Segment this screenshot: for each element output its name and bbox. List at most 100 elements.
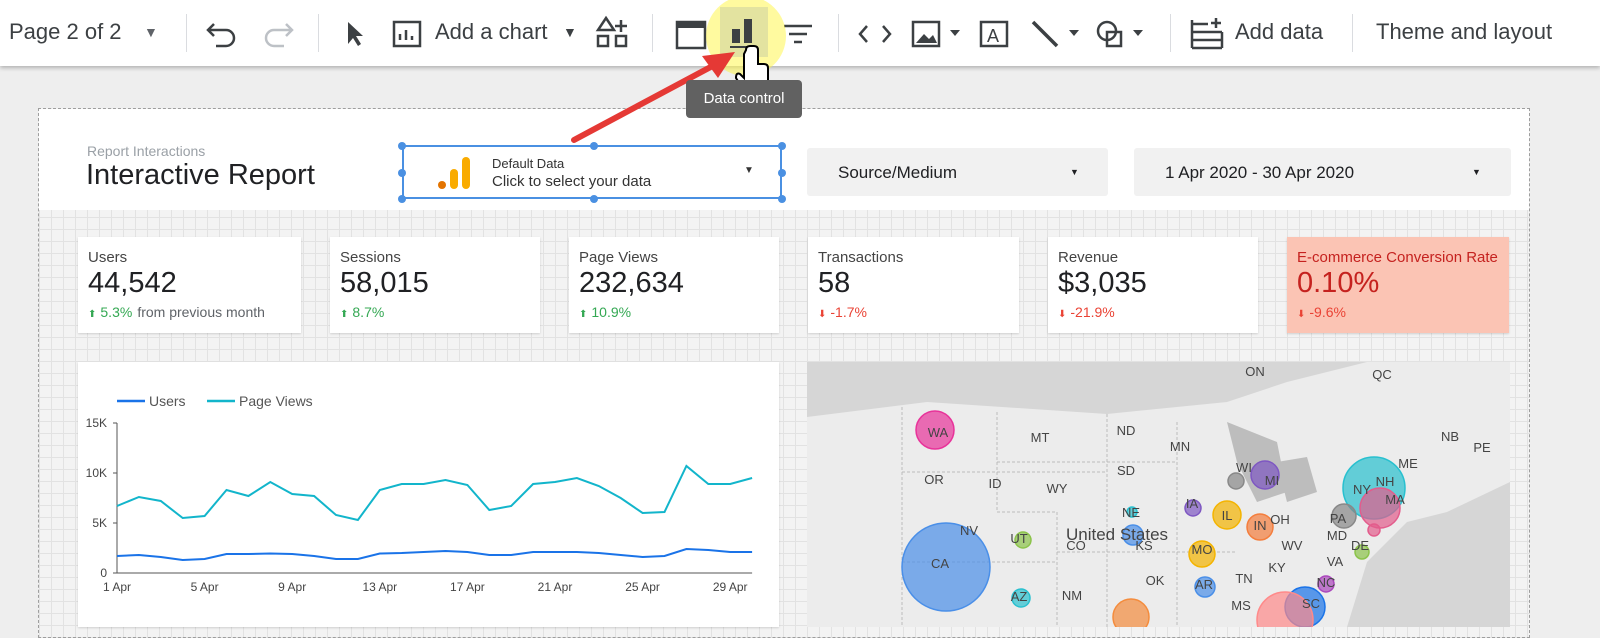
add-chart-button[interactable]: Add a chart <box>435 19 548 44</box>
delta-value: -1.7% <box>830 304 867 320</box>
scorecard: Transactions 58 ⬇ -1.7% <box>808 237 1019 333</box>
map-label: OH <box>1270 512 1290 527</box>
data-source-hint: Click to select your data <box>492 173 652 190</box>
map-label: PA <box>1330 511 1347 526</box>
map-label: MO <box>1192 542 1213 557</box>
map-bubble <box>1227 472 1245 490</box>
report-subtitle: Report Interactions <box>87 143 206 159</box>
map-bubble <box>1331 503 1357 529</box>
separator <box>1170 14 1171 52</box>
scorecard: Sessions 58,015 ⬆ 8.7% <box>330 237 540 333</box>
map-label: ME <box>1398 456 1418 471</box>
x-tick-label: 5 Apr <box>191 580 219 594</box>
scorecard-label: Sessions <box>340 249 401 266</box>
y-tick-label: 0 <box>100 566 107 580</box>
page-arrow: ▼ <box>144 24 158 40</box>
legend-label: Page Views <box>239 393 313 409</box>
great-lakes <box>1227 422 1317 502</box>
insert-tools[interactable]: A <box>855 14 1155 54</box>
theme-layout-button[interactable]: Theme and layout <box>1376 19 1553 44</box>
undo-redo[interactable] <box>200 14 310 54</box>
map-label: NM <box>1062 588 1082 603</box>
map-label: UT <box>1010 531 1027 546</box>
x-tick-label: 25 Apr <box>625 580 660 594</box>
map-label: NH <box>1376 474 1395 489</box>
filter-dropdown[interactable]: Source/Medium ▼ <box>807 148 1108 196</box>
map-bubble <box>1188 540 1216 568</box>
page-selector[interactable]: Page 2 of 2 <box>9 19 122 44</box>
map-bubble <box>1317 575 1335 593</box>
toolbar: Page 2 of 2 ▼ Add a chart ▼ A Add data T… <box>0 0 1600 66</box>
map-label: QC <box>1372 367 1392 382</box>
scorecard-value: $3,035 <box>1058 267 1147 299</box>
map-label: ND <box>1117 423 1136 438</box>
trend-arrow: ⬆ <box>340 309 349 320</box>
series-line <box>116 547 753 562</box>
data-source-name: Default Data <box>492 156 565 171</box>
map-label: DE <box>1351 538 1369 553</box>
y-tick-label: 15K <box>86 416 107 430</box>
map-label: OR <box>924 472 944 487</box>
trend-arrow: ⬇ <box>1297 309 1306 320</box>
report-title: Interactive Report <box>86 159 315 191</box>
map-svg: ON QC WA MT ND MN NB PE ME SD WI MI NY NH OR ID WY IA MA NE… <box>807 362 1510 627</box>
map-label: MA <box>1385 492 1405 507</box>
line-chart: 0 5K 10K 15K 1 Apr 5 Apr 9 Apr 13 Apr 17 Apr 21 A… <box>86 393 753 594</box>
dropdown-arrow: ▼ <box>1472 167 1481 177</box>
scorecard-label: Users <box>88 249 128 266</box>
map-bubble <box>901 522 991 612</box>
x-tick-label: 29 Apr <box>713 580 748 594</box>
scorecard-delta: ⬆ 8.7% <box>340 304 384 320</box>
add-data-icon <box>1190 18 1224 50</box>
map-bubble <box>1194 576 1216 598</box>
analytics-icon <box>438 157 470 189</box>
dropdown-arrow: ▼ <box>744 165 754 176</box>
scorecard: Revenue $3,035 ⬇ -21.9% <box>1048 237 1258 333</box>
community-viz[interactable] <box>594 14 634 54</box>
map-label: NV <box>960 523 978 538</box>
scorecard-value: 58,015 <box>340 267 429 299</box>
scorecard-value: 44,542 <box>88 267 177 299</box>
map-label: MN <box>1170 439 1190 454</box>
map-label: MT <box>1031 430 1050 445</box>
legend-label: Users <box>149 393 186 409</box>
line-chart-card: 0 5K 10K 15K 1 Apr 5 Apr 9 Apr 13 Apr 17 Apr 21 A… <box>78 362 779 627</box>
scorecard-delta: ⬇ -21.9% <box>1058 304 1115 320</box>
delta-value: -9.6% <box>1309 304 1346 320</box>
date-range-control[interactable] <box>672 14 712 54</box>
map-label: WV <box>1282 538 1303 553</box>
map-bubble <box>1354 544 1370 560</box>
tooltip: Data control <box>686 80 802 118</box>
map-bubble <box>1011 588 1031 608</box>
series-line <box>116 464 753 522</box>
data-control-button[interactable] <box>720 7 768 57</box>
y-tick-label: 5K <box>92 516 107 530</box>
delta-value: 5.3% <box>100 304 133 320</box>
dropdown-arrow: ▼ <box>1070 167 1079 177</box>
map-bubble <box>1184 499 1202 517</box>
map-label: SC <box>1302 596 1320 611</box>
map-label: VA <box>1327 554 1344 569</box>
map-label: PE <box>1473 440 1491 455</box>
map-bubble <box>915 410 955 450</box>
scorecard-label: Page Views <box>579 249 658 266</box>
scorecard-delta: ⬆ 10.9% <box>579 304 631 320</box>
scorecard: E-commerce Conversion Rate 0.10% ⬇ -9.6% <box>1287 237 1509 333</box>
select-tool[interactable] <box>340 14 430 54</box>
delta-note: from previous month <box>137 304 265 320</box>
map-label: NB <box>1441 429 1459 444</box>
map-label: ON <box>1245 364 1265 379</box>
filter-control[interactable] <box>778 14 818 54</box>
map-label: IL <box>1222 508 1233 523</box>
add-data-button[interactable]: Add data <box>1235 19 1324 44</box>
map-label: MS <box>1231 598 1251 613</box>
map-label: TN <box>1235 571 1252 586</box>
delta-value: 10.9% <box>591 304 632 320</box>
x-tick-label: 21 Apr <box>538 580 573 594</box>
date-range-dropdown[interactable]: 1 Apr 2020 - 30 Apr 2020 ▼ <box>1134 148 1511 196</box>
x-tick-label: 1 Apr <box>103 580 131 594</box>
scorecard-delta: ⬆ 5.3% from previous month <box>88 304 265 320</box>
x-tick-label: 9 Apr <box>278 580 306 594</box>
map-label: KS <box>1135 538 1153 553</box>
